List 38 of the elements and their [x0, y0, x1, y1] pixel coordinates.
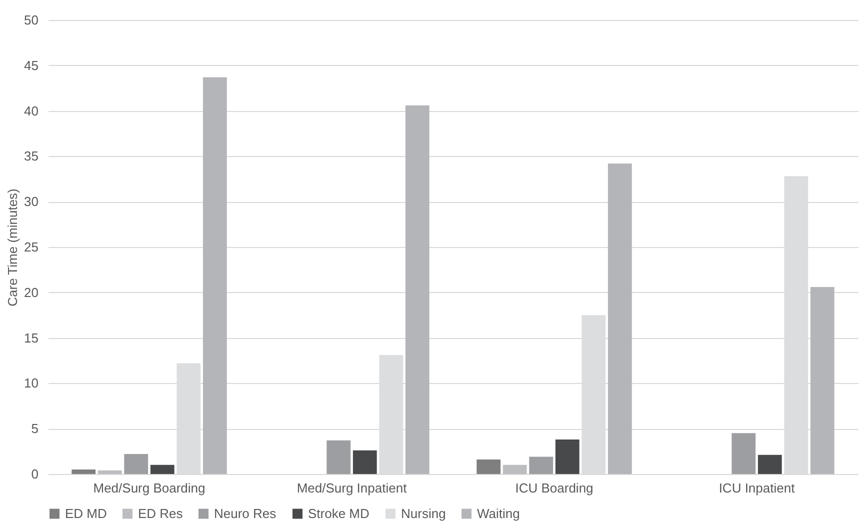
y-tick-label: 5 [31, 421, 38, 436]
x-tick-label: Med/Surg Boarding [93, 480, 206, 496]
y-tick-label: 50 [24, 12, 38, 28]
bar [124, 454, 148, 474]
y-tick-label: 15 [24, 330, 38, 346]
bar [529, 456, 554, 474]
bar [502, 464, 527, 474]
bar [72, 469, 96, 474]
y-tick-label: 10 [24, 376, 38, 391]
bar [326, 440, 351, 474]
x-tick-label: Med/Surg Inpatient [296, 480, 408, 496]
bar [758, 454, 782, 474]
legend-label: Nursing [401, 506, 446, 521]
bar [608, 163, 632, 474]
bar [405, 105, 430, 474]
y-tick-label: 0 [31, 466, 38, 482]
legend-label: Neuro Res [214, 506, 277, 521]
bar [476, 459, 501, 474]
y-tick-label: 45 [24, 58, 38, 73]
y-tick-label: 20 [24, 284, 38, 300]
x-tick-label: ICU Boarding [515, 480, 594, 496]
y-tick-label: 35 [24, 148, 38, 164]
legend-label: ED Res [138, 506, 184, 521]
y-tick-label: 40 [24, 103, 38, 118]
bar [732, 433, 756, 474]
x-tick-label: ICU Inpatient [718, 480, 796, 496]
y-tick-label: 25 [24, 240, 38, 254]
bar [202, 77, 227, 474]
bar [98, 470, 122, 474]
bar [150, 464, 174, 474]
bar [555, 439, 580, 474]
legend-label: ED MD [65, 506, 107, 521]
y-axis-title: Care Time (minutes) [5, 188, 20, 306]
bar [810, 286, 834, 474]
y-tick-label: 30 [24, 194, 38, 210]
legend-label: Stroke MD [308, 506, 370, 521]
bar [352, 450, 377, 474]
legend-label: Waiting [477, 506, 520, 521]
